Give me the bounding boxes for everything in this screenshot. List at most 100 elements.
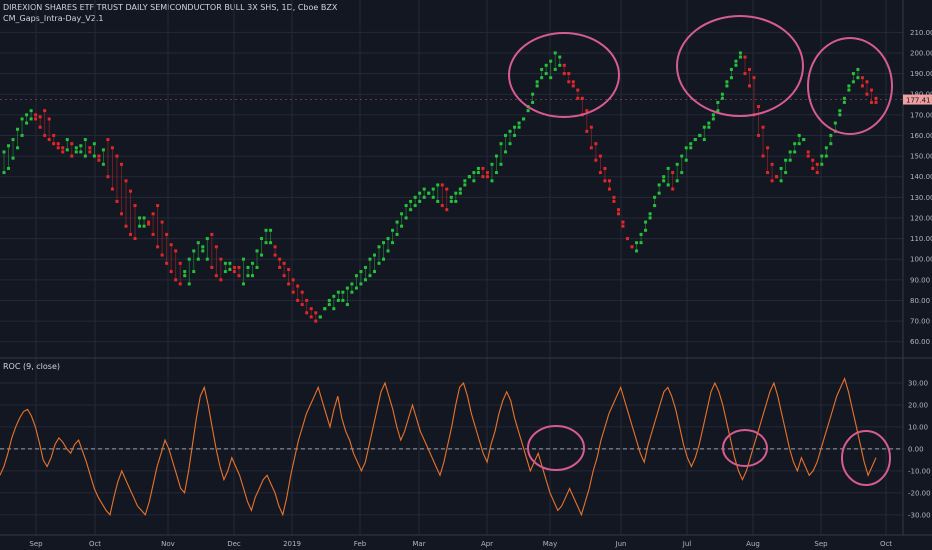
price-low-marker — [65, 148, 69, 152]
price-high-marker — [829, 133, 833, 137]
roc-tick-label: 20.00 — [908, 401, 928, 409]
price-high-marker — [648, 212, 652, 216]
price-low-marker — [214, 274, 218, 278]
price-low-marker — [359, 282, 363, 286]
price-tick-label: 100.00 — [910, 256, 932, 264]
price-high-marker — [481, 166, 485, 170]
price-low-marker — [79, 150, 83, 154]
price-high-marker — [689, 142, 693, 146]
price-tick-label: 60.00 — [910, 338, 930, 346]
price-high-marker — [747, 67, 751, 71]
price-high-marker — [874, 96, 878, 100]
price-high-marker — [757, 105, 761, 109]
price-low-marker — [287, 282, 291, 286]
price-high-marker — [205, 237, 209, 241]
price-low-marker — [522, 117, 526, 121]
price-high-marker — [43, 109, 47, 113]
price-low-marker — [196, 257, 200, 261]
price-high-marker — [300, 290, 304, 294]
price-low-marker — [666, 183, 670, 187]
price-high-marker — [716, 100, 720, 104]
price-low-marker — [16, 146, 20, 150]
price-high-marker — [485, 171, 489, 175]
price-high-marker — [603, 166, 607, 170]
price-low-marker — [29, 117, 33, 121]
price-low-marker — [698, 133, 702, 137]
price-low-marker — [644, 228, 648, 232]
price-high-marker — [29, 109, 33, 113]
price-low-marker — [246, 274, 250, 278]
price-low-marker — [648, 216, 652, 220]
price-high-marker — [16, 127, 20, 131]
price-low-marker — [802, 138, 806, 142]
price-low-marker — [345, 303, 349, 307]
price-low-marker — [585, 129, 589, 133]
price-high-marker — [241, 257, 245, 261]
roc-tick-label: 30.00 — [908, 379, 928, 387]
price-low-marker — [549, 76, 553, 80]
price-low-marker — [341, 298, 345, 302]
price-low-marker — [734, 63, 738, 67]
price-high-marker — [165, 232, 169, 236]
price-low-marker — [558, 63, 562, 67]
price-low-marker — [142, 224, 146, 228]
price-high-marker — [806, 150, 810, 154]
price-high-marker — [558, 55, 562, 59]
price-low-marker — [156, 245, 160, 249]
price-high-marker — [779, 166, 783, 170]
price-high-marker — [567, 72, 571, 76]
price-high-marker — [815, 162, 819, 166]
price-low-marker — [25, 121, 29, 125]
price-high-marker — [282, 261, 286, 265]
price-low-marker — [449, 199, 453, 203]
price-low-marker — [720, 96, 724, 100]
price-low-marker — [363, 278, 367, 282]
price-high-marker — [607, 179, 611, 183]
price-high-marker — [219, 257, 223, 261]
price-high-marker — [644, 220, 648, 224]
price-low-marker — [92, 154, 96, 158]
price-high-marker — [2, 150, 6, 154]
price-low-marker — [603, 179, 607, 183]
price-low-marker — [594, 158, 598, 162]
price-low-marker — [851, 80, 855, 84]
x-tick-label: Apr — [481, 540, 493, 548]
price-high-marker — [531, 92, 535, 96]
price-high-marker — [513, 125, 517, 129]
x-tick-label: Mar — [412, 540, 425, 548]
price-high-marker — [287, 268, 291, 271]
price-low-marker — [626, 237, 630, 241]
price-high-marker — [345, 286, 349, 290]
price-low-marker — [743, 72, 747, 76]
price-low-marker — [467, 175, 471, 179]
price-high-marker — [585, 109, 589, 113]
price-high-marker — [372, 253, 376, 257]
price-high-marker — [92, 142, 96, 146]
price-high-marker — [359, 270, 363, 274]
price-low-marker — [811, 166, 815, 170]
price-low-marker — [440, 204, 444, 208]
price-low-marker — [382, 257, 386, 261]
price-high-marker — [833, 121, 837, 125]
annotation-circle-may-roc — [527, 425, 585, 471]
x-tick-label: May — [543, 540, 557, 548]
price-high-marker — [187, 257, 191, 261]
price-high-marker — [612, 195, 616, 199]
chart-title: DIREXION SHARES ETF TRUST DAILY SEMICOND… — [3, 3, 338, 12]
price-low-marker — [680, 171, 684, 175]
price-low-marker — [395, 232, 399, 236]
price-high-marker — [56, 142, 60, 146]
price-high-marker — [174, 249, 178, 253]
price-low-marker — [513, 133, 517, 137]
price-high-marker — [246, 265, 250, 269]
price-low-marker — [729, 76, 733, 80]
price-low-marker — [838, 113, 842, 117]
price-low-marker — [165, 261, 169, 265]
price-low-marker — [869, 100, 873, 104]
price-high-marker — [336, 290, 340, 294]
price-low-marker — [368, 274, 372, 278]
price-low-marker — [635, 249, 639, 253]
price-low-marker — [531, 100, 535, 104]
x-tick-label: Feb — [354, 540, 367, 548]
